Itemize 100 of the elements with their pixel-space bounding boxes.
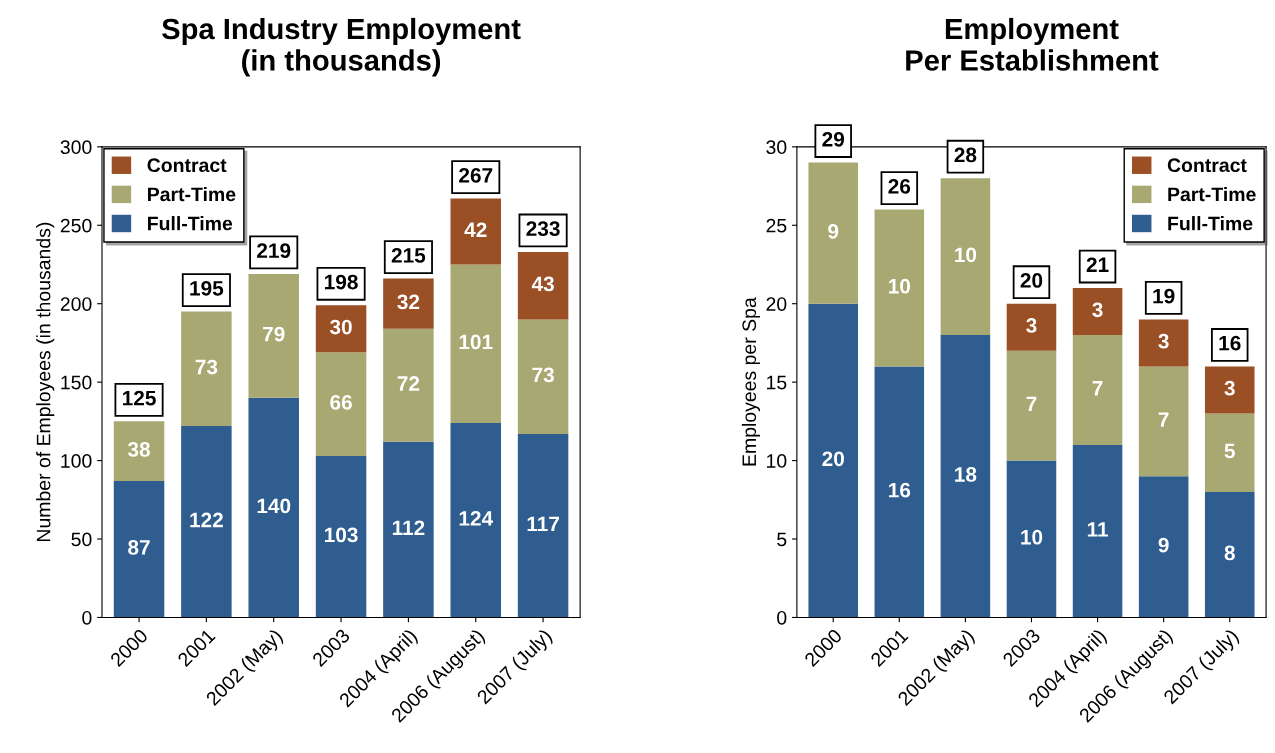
y-tick-label: 50	[71, 532, 92, 547]
data-label: 16	[889, 482, 911, 498]
bar	[383, 278, 434, 329]
bar	[383, 441, 434, 618]
data-label: 42	[464, 222, 487, 237]
bar	[450, 198, 501, 265]
data-label: 7	[1158, 412, 1169, 427]
data-label: 3	[1158, 333, 1169, 349]
bar	[383, 328, 434, 442]
legend-label: Contract	[147, 158, 227, 173]
bar	[874, 209, 925, 367]
bar	[315, 352, 367, 456]
bar	[808, 303, 858, 618]
data-label: 7	[1092, 381, 1103, 396]
y-axis-title: Employees per Spa	[741, 297, 760, 466]
total-label: 233	[526, 221, 560, 237]
bar	[874, 366, 925, 618]
bar	[940, 178, 991, 336]
bar	[450, 422, 501, 618]
bar	[1006, 460, 1057, 618]
y-tick-label: 30	[766, 140, 787, 155]
y-axis-title: Number of Employees (in thousands)	[36, 222, 55, 542]
bar	[1138, 476, 1189, 618]
total-label: 16	[1219, 335, 1241, 351]
bar	[181, 426, 232, 618]
data-label: 9	[1158, 537, 1169, 553]
data-label: 72	[397, 376, 420, 391]
data-label: 103	[325, 527, 358, 543]
data-label: 87	[128, 540, 150, 555]
data-label: 73	[195, 359, 218, 375]
bar	[1072, 288, 1123, 336]
data-label: 3	[1224, 380, 1235, 396]
bar	[517, 251, 569, 320]
data-label: 10	[955, 247, 977, 263]
y-tick-label: 10	[767, 454, 787, 468]
data-label: 5	[1224, 443, 1235, 459]
data-label: 66	[330, 394, 352, 410]
y-tick-label: 300	[60, 140, 92, 155]
chart-title: Employment Per Establishment	[906, 17, 1159, 71]
bar	[450, 264, 501, 423]
y-tick-label: 250	[60, 218, 92, 233]
chart-title: Spa Industry Employment (in thousands)	[162, 17, 521, 77]
legend-label: Full-Time	[148, 216, 233, 231]
data-label: 3	[1092, 302, 1103, 318]
data-label: 7	[1026, 396, 1037, 412]
data-label: 124	[459, 511, 494, 526]
y-tick-label: 0	[82, 610, 92, 625]
y-tick-label: 15	[767, 375, 787, 390]
bar	[1204, 491, 1255, 618]
data-label: 117	[527, 516, 559, 532]
legend-label: Contract	[1167, 158, 1247, 173]
total-label: 125	[122, 390, 156, 406]
bar	[517, 319, 569, 434]
data-label: 79	[263, 326, 285, 342]
bar	[181, 311, 232, 427]
legend-label: Full-Time	[1168, 216, 1253, 231]
data-label: 73	[532, 367, 554, 383]
y-tick-label: 5	[777, 532, 787, 547]
y-tick-label: 150	[61, 375, 92, 390]
total-label: 26	[888, 178, 911, 194]
y-tick-label: 25	[766, 218, 787, 233]
bar	[1072, 444, 1123, 618]
data-label: 38	[127, 442, 150, 457]
bar	[1006, 303, 1057, 351]
legend-label: Part-Time	[148, 186, 236, 202]
total-label: 21	[1086, 257, 1109, 272]
data-label: 30	[329, 319, 352, 335]
data-label: 112	[392, 520, 425, 535]
data-label: 11	[1087, 522, 1108, 537]
y-tick-label: 20	[766, 297, 787, 311]
bar	[1138, 366, 1189, 477]
total-label: 28	[954, 147, 977, 163]
data-label: 101	[459, 334, 493, 350]
data-label: 10	[1021, 529, 1043, 545]
data-label: 140	[257, 498, 291, 514]
total-label: 195	[190, 280, 224, 296]
y-tick-label: 200	[60, 297, 92, 311]
y-tick-label: 0	[777, 610, 787, 625]
bar	[1072, 335, 1123, 445]
bar	[808, 162, 858, 304]
data-label: 43	[531, 276, 554, 292]
total-label: 20	[1020, 273, 1043, 288]
bar	[248, 397, 299, 618]
data-label: 8	[1224, 545, 1235, 561]
bar	[1138, 319, 1189, 367]
data-label: 3	[1026, 318, 1037, 333]
bar	[1006, 350, 1057, 461]
data-label: 10	[889, 278, 911, 294]
total-label: 198	[325, 274, 358, 290]
total-label: 267	[459, 167, 493, 183]
data-label: 122	[190, 512, 223, 528]
bar	[517, 433, 569, 618]
data-label: 18	[955, 467, 977, 482]
bar	[315, 305, 367, 353]
bar	[113, 421, 165, 481]
bar	[315, 455, 367, 618]
bar	[248, 273, 299, 398]
total-label: 215	[391, 247, 426, 263]
bar	[1204, 366, 1255, 414]
total-label: 19	[1153, 288, 1175, 304]
